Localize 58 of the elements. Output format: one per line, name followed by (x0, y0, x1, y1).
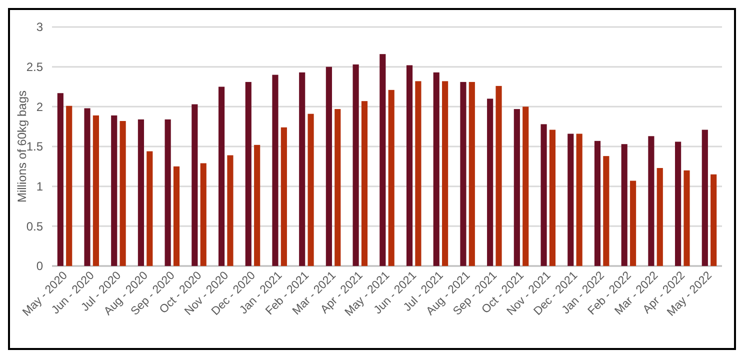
bar (675, 142, 682, 266)
bar (656, 168, 663, 266)
bar (173, 166, 180, 266)
bar (299, 72, 306, 266)
bar (334, 109, 341, 266)
bar (84, 108, 90, 266)
bar (415, 81, 422, 266)
bar (254, 144, 260, 266)
bar (57, 93, 64, 266)
bar (603, 156, 610, 266)
bar (522, 106, 529, 266)
bar (361, 101, 368, 266)
bar (496, 86, 502, 266)
bar (272, 74, 278, 266)
bar (66, 106, 72, 266)
bar (568, 134, 574, 266)
bar (352, 64, 359, 266)
y-axis-title: Millions of 60kg bags (15, 90, 29, 203)
y-tick-label: 0 (36, 259, 44, 274)
bar (388, 90, 394, 266)
bar (514, 109, 520, 266)
bar (684, 170, 690, 266)
bar (138, 119, 144, 266)
y-tick-label: 2 (36, 100, 44, 114)
bar (164, 119, 171, 266)
y-tick-label: 1.5 (26, 140, 44, 154)
bar (120, 121, 126, 266)
bar (540, 124, 547, 266)
bar (710, 174, 717, 266)
bar (468, 82, 475, 266)
bar (245, 82, 252, 266)
bar (594, 140, 601, 266)
bar (280, 127, 287, 266)
bar (111, 115, 118, 266)
bar (406, 65, 413, 266)
y-tick-label: 3 (36, 20, 44, 34)
y-tick-label: 0.5 (26, 219, 44, 234)
bar (487, 98, 494, 266)
y-tick-label: 1 (36, 180, 44, 194)
bar (308, 114, 314, 266)
bar (621, 144, 628, 266)
bar (218, 86, 225, 266)
bar (442, 81, 448, 266)
bar (433, 72, 440, 266)
bar (630, 180, 636, 266)
bar (648, 136, 654, 266)
y-tick-label: 2.5 (26, 60, 44, 74)
bar (92, 115, 99, 266)
bar (549, 130, 556, 266)
bar (200, 163, 206, 266)
bar (227, 155, 234, 266)
bar (380, 54, 386, 266)
bar (326, 66, 332, 266)
bar (192, 104, 198, 266)
bar (702, 130, 708, 266)
bar (576, 134, 582, 266)
bar (460, 82, 466, 266)
bar (146, 151, 153, 266)
